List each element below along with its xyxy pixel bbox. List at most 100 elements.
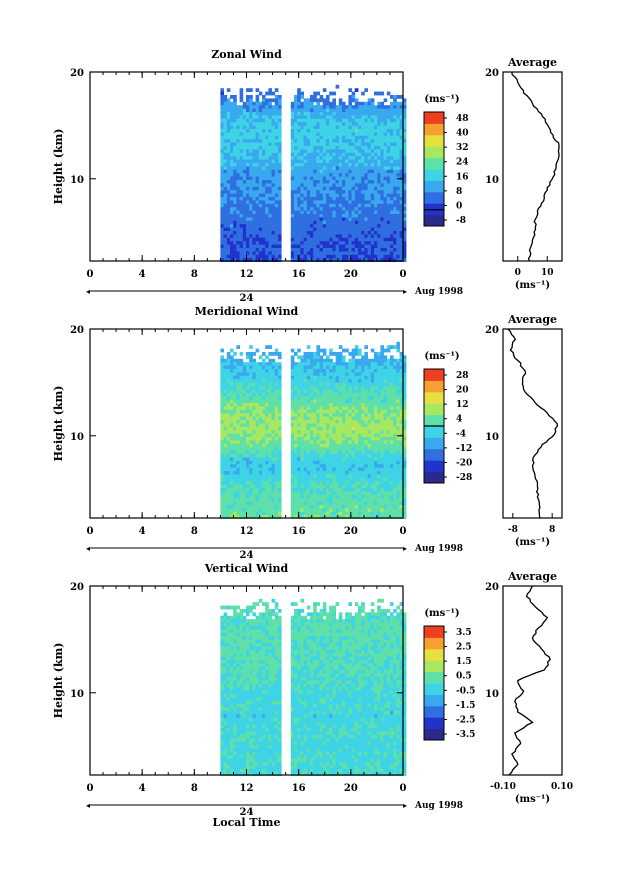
heatmap-cell bbox=[249, 200, 253, 205]
heatmap-cell bbox=[367, 207, 372, 211]
heatmap-cell bbox=[383, 399, 388, 404]
heatmap-cell bbox=[332, 416, 336, 421]
heatmap-cell bbox=[367, 358, 372, 363]
heatmap-cell bbox=[271, 234, 276, 239]
heatmap-cell bbox=[367, 234, 372, 239]
heatmap-cell bbox=[233, 139, 237, 143]
heatmap-cell bbox=[233, 95, 237, 99]
heatmap-cell bbox=[249, 135, 253, 140]
heatmap-cell bbox=[290, 214, 295, 218]
heatmap-cell bbox=[329, 129, 333, 133]
heatmap-cell bbox=[367, 156, 372, 160]
heatmap-cell bbox=[236, 105, 240, 109]
heatmap-cell bbox=[223, 464, 228, 468]
heatmap-cell bbox=[303, 101, 308, 106]
heatmap-cell bbox=[220, 159, 224, 164]
heatmap-cell bbox=[348, 214, 352, 218]
heatmap-cell bbox=[364, 227, 368, 232]
heatmap-cell bbox=[358, 403, 362, 407]
heatmap-cell bbox=[342, 214, 346, 218]
heatmap-cell bbox=[274, 190, 279, 194]
heatmap-cell bbox=[335, 437, 340, 441]
heatmap-cell bbox=[262, 159, 266, 164]
heatmap-cell bbox=[348, 118, 352, 123]
heatmap-cell bbox=[354, 217, 359, 222]
heatmap-cell bbox=[255, 227, 260, 232]
heatmap-cell bbox=[252, 450, 256, 455]
heatmap-cell bbox=[322, 481, 327, 485]
heatmap-cell bbox=[351, 112, 356, 116]
heatmap-cell bbox=[262, 200, 266, 205]
heatmap-cell bbox=[300, 166, 304, 171]
heatmap-cell bbox=[338, 180, 343, 184]
heatmap-cell bbox=[230, 217, 234, 222]
heatmap-cell bbox=[367, 186, 372, 191]
heatmap-cell bbox=[345, 227, 349, 232]
heatmap-cell bbox=[393, 163, 397, 167]
heatmap-cell bbox=[249, 362, 253, 366]
heatmap-cell bbox=[252, 203, 256, 208]
heatmap-cell bbox=[390, 375, 394, 380]
heatmap-cell bbox=[265, 146, 269, 150]
heatmap-cell bbox=[303, 399, 308, 404]
heatmap-cell bbox=[226, 484, 231, 489]
heatmap-cell bbox=[319, 108, 324, 113]
heatmap-cell bbox=[329, 433, 333, 438]
heatmap-cell bbox=[306, 464, 311, 468]
heatmap-cell bbox=[374, 358, 378, 363]
heatmap-cell bbox=[274, 108, 279, 113]
heatmap-cell bbox=[300, 369, 304, 373]
heatmap-cell bbox=[297, 348, 301, 353]
heatmap-cell bbox=[383, 409, 388, 414]
heatmap-cell bbox=[367, 146, 372, 150]
heatmap-cell bbox=[294, 173, 298, 177]
heatmap-cell bbox=[332, 200, 336, 205]
heatmap-cell bbox=[242, 122, 247, 126]
heatmap-cell bbox=[246, 159, 250, 164]
heatmap-cell bbox=[278, 237, 282, 242]
heatmap-cell bbox=[278, 460, 282, 465]
heatmap-cell bbox=[354, 345, 359, 349]
heatmap-cell bbox=[345, 258, 349, 262]
heatmap-cell bbox=[393, 362, 397, 366]
heatmap-cell bbox=[294, 389, 298, 394]
heatmap-cell bbox=[300, 169, 304, 174]
heatmap-cell bbox=[249, 454, 253, 458]
heatmap-cell bbox=[303, 224, 308, 228]
heatmap-cell bbox=[326, 471, 330, 475]
heatmap-cell bbox=[223, 365, 228, 370]
heatmap-cell bbox=[306, 392, 311, 397]
heatmap-cell bbox=[380, 460, 384, 465]
heatmap-cell bbox=[303, 386, 308, 390]
heatmap-cell bbox=[223, 430, 228, 434]
heatmap-cell bbox=[310, 358, 314, 363]
heatmap-cell bbox=[399, 450, 404, 455]
heatmap-cell bbox=[345, 454, 349, 458]
heatmap-cell bbox=[402, 382, 407, 387]
heatmap-cell bbox=[338, 118, 343, 123]
heatmap-cell bbox=[393, 169, 397, 174]
heatmap-cell bbox=[271, 183, 276, 188]
heatmap-cell bbox=[310, 454, 314, 458]
heatmap-cell bbox=[262, 231, 266, 235]
heatmap-cell bbox=[274, 244, 279, 249]
heatmap-cell bbox=[242, 166, 247, 171]
heatmap-cell bbox=[246, 416, 250, 421]
heatmap-cell bbox=[306, 142, 311, 147]
heatmap-cell bbox=[383, 142, 388, 147]
heatmap-cell bbox=[306, 241, 311, 245]
heatmap-cell bbox=[374, 129, 378, 133]
heatmap-cell bbox=[396, 231, 400, 235]
heatmap-cell bbox=[377, 386, 381, 390]
heatmap-cell bbox=[370, 474, 375, 479]
heatmap-cell bbox=[354, 197, 359, 201]
heatmap-cell bbox=[271, 386, 276, 390]
heatmap-cell bbox=[262, 362, 266, 366]
heatmap-cell bbox=[326, 454, 330, 458]
heatmap-cell bbox=[367, 440, 372, 445]
heatmap-cell bbox=[319, 362, 324, 366]
heatmap-cell bbox=[303, 258, 308, 262]
heatmap-cell bbox=[367, 454, 372, 458]
heatmap-cell bbox=[322, 207, 327, 211]
heatmap-cell bbox=[226, 389, 231, 394]
